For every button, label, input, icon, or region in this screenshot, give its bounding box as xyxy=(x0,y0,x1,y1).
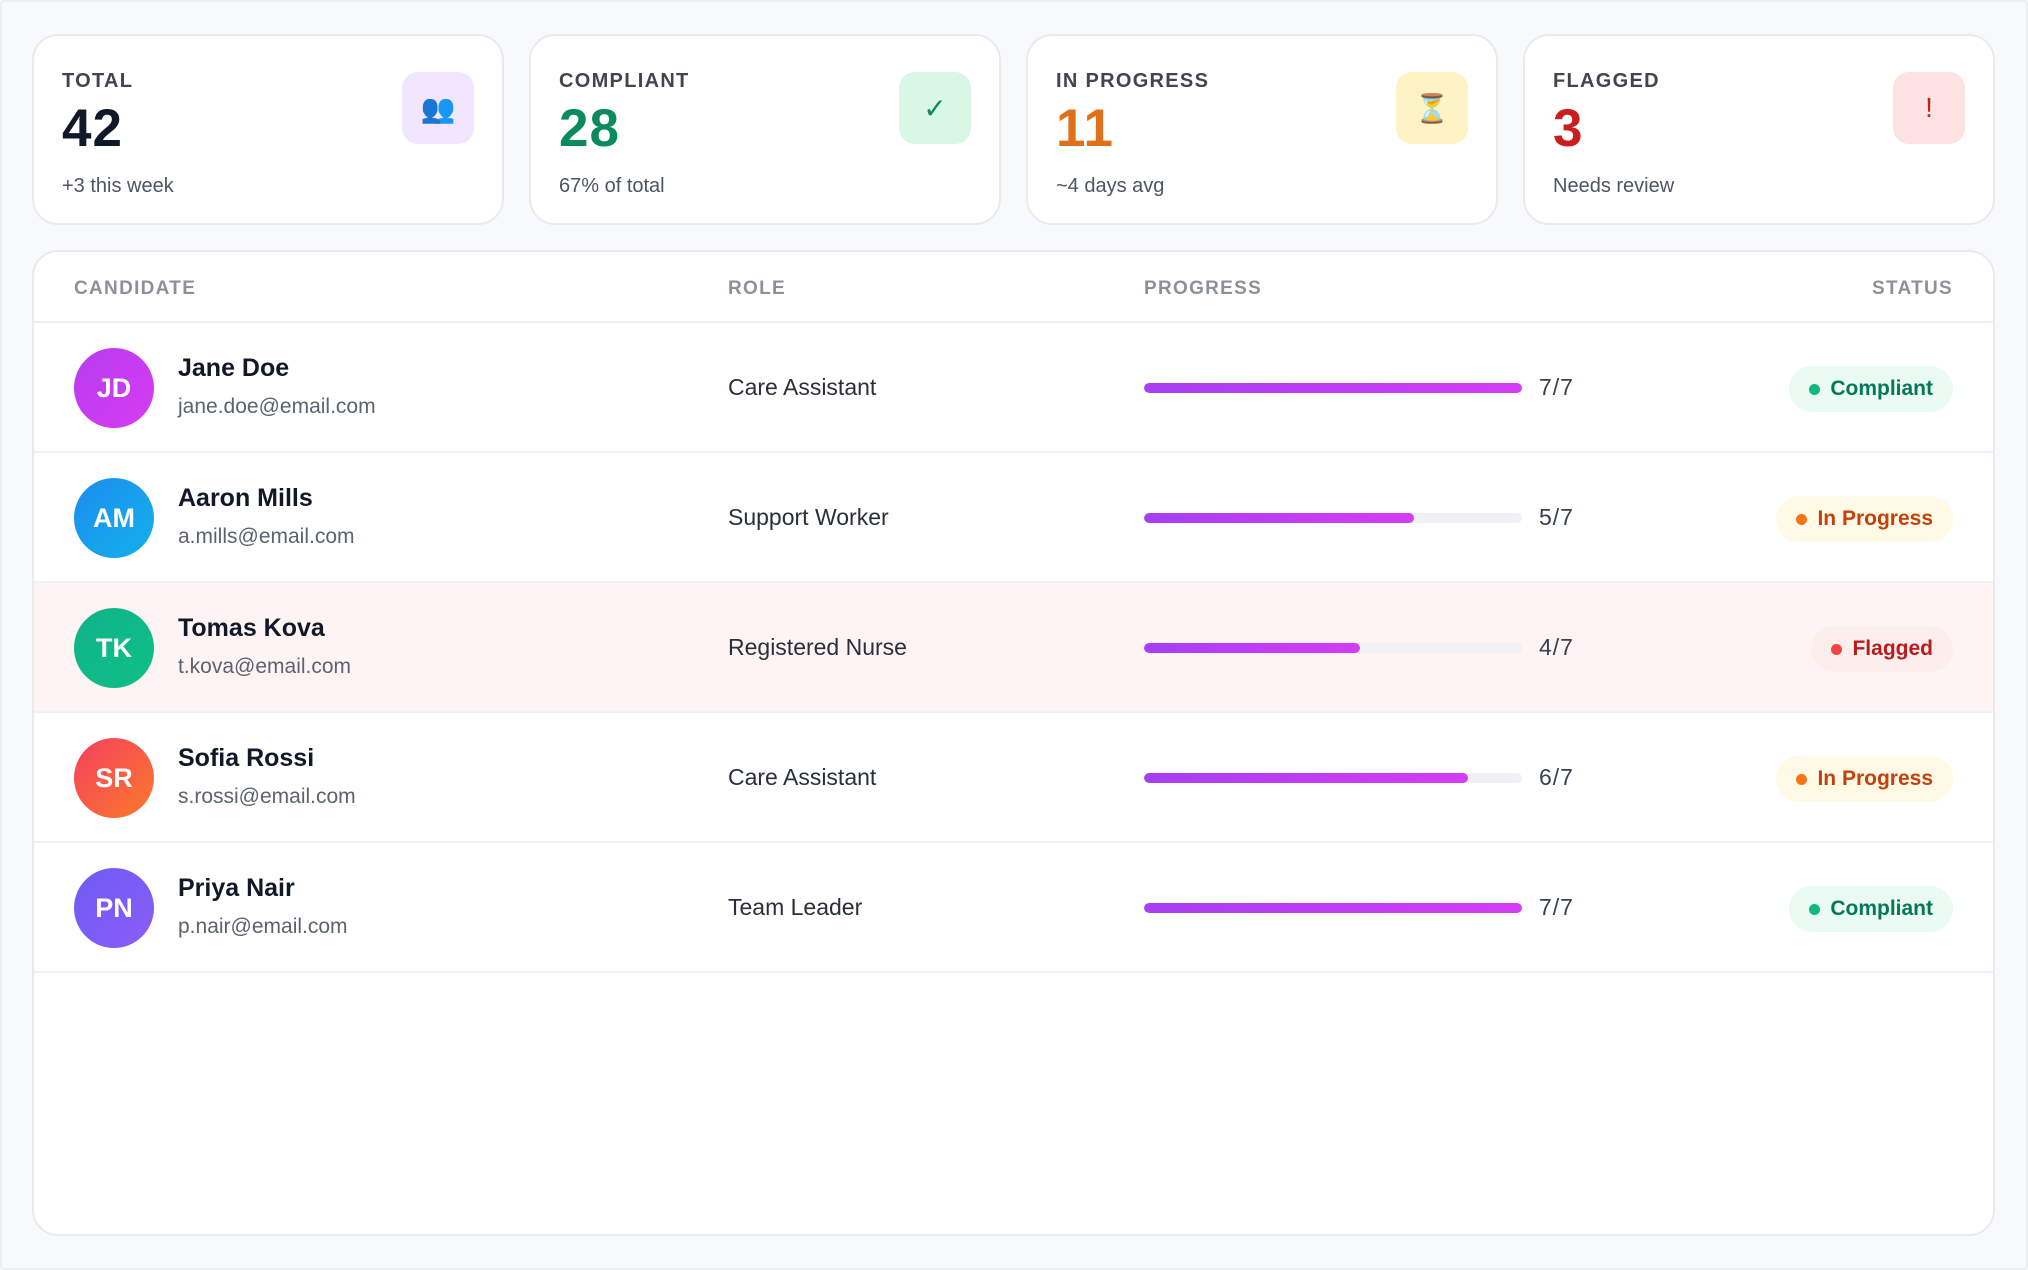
stat-value: 42 xyxy=(62,99,123,158)
progress-fill xyxy=(1144,773,1468,783)
stat-value: 28 xyxy=(559,99,620,158)
avatar: TK xyxy=(74,608,154,688)
status-badge[interactable]: Flagged xyxy=(1811,626,1953,672)
stat-label: IN PROGRESS xyxy=(1056,70,1210,92)
stat-value: 3 xyxy=(1553,99,1584,158)
progress-count: 7/7 xyxy=(1539,374,1574,400)
table-row[interactable]: SR Sofia Rossi s.rossi@email.com Care As… xyxy=(34,713,1993,843)
progress-fill xyxy=(1144,643,1360,653)
stat-sub: Needs review xyxy=(1553,175,1675,197)
table-row[interactable]: PN Priya Nair p.nair@email.com Team Lead… xyxy=(34,843,1993,973)
candidate-role: Team Leader xyxy=(728,894,863,920)
stat-value: 11 xyxy=(1056,99,1115,158)
candidate-email: t.kova@email.com xyxy=(178,655,352,678)
candidates-table: CANDIDATE ROLE PROGRESS STATUS JD Jane D… xyxy=(32,250,1995,1236)
candidate-email: p.nair@email.com xyxy=(178,915,348,938)
candidate-email: a.mills@email.com xyxy=(178,525,355,548)
candidate-name[interactable]: Aaron Mills xyxy=(178,484,313,512)
stat-card-compliant: COMPLIANT 28 67% of total ✓ xyxy=(529,34,1001,225)
table-row[interactable]: AM Aaron Mills a.mills@email.com Support… xyxy=(34,453,1993,583)
status-dot-icon xyxy=(1796,773,1808,785)
status-badge[interactable]: Compliant xyxy=(1789,886,1953,932)
progress-fill xyxy=(1144,383,1522,393)
candidate-role: Support Worker xyxy=(728,504,889,530)
status-label: Compliant xyxy=(1830,377,1933,400)
status-label: Flagged xyxy=(1852,637,1933,660)
progress-bar xyxy=(1144,643,1522,653)
stat-cards: TOTAL 42 +3 this week 👥 COMPLIANT 28 67%… xyxy=(32,34,1995,225)
stat-label: COMPLIANT xyxy=(559,70,690,92)
candidate-name[interactable]: Sofia Rossi xyxy=(178,744,315,772)
table-header: CANDIDATE ROLE PROGRESS STATUS xyxy=(34,252,1993,323)
stat-label: TOTAL xyxy=(62,70,134,92)
progress-count: 5/7 xyxy=(1539,504,1574,530)
stat-sub: +3 this week xyxy=(62,175,174,197)
candidate-name[interactable]: Priya Nair xyxy=(178,874,295,902)
candidate-name[interactable]: Jane Doe xyxy=(178,354,290,382)
candidate-email: s.rossi@email.com xyxy=(178,785,356,808)
progress-count: 7/7 xyxy=(1539,894,1574,920)
avatar: JD xyxy=(74,348,154,428)
candidate-email: jane.doe@email.com xyxy=(178,395,376,418)
hourglass-icon: ⏳ xyxy=(1396,72,1468,144)
column-header-role[interactable]: ROLE xyxy=(728,278,786,299)
status-dot-icon xyxy=(1796,513,1808,525)
progress-bar xyxy=(1144,383,1522,393)
check-icon: ✓ xyxy=(899,72,971,144)
table-row[interactable]: JD Jane Doe jane.doe@email.com Care Assi… xyxy=(34,323,1993,453)
progress-bar xyxy=(1144,773,1522,783)
exclamation-icon: ! xyxy=(1893,72,1965,144)
candidate-role: Registered Nurse xyxy=(728,634,907,660)
stat-sub: 67% of total xyxy=(559,175,665,197)
status-label: In Progress xyxy=(1817,767,1933,790)
status-badge[interactable]: Compliant xyxy=(1789,366,1953,412)
table-row[interactable]: TK Tomas Kova t.kova@email.com Registere… xyxy=(34,583,1993,713)
stat-card-in-progress: IN PROGRESS 11 ~4 days avg ⏳ xyxy=(1026,34,1498,225)
candidate-name[interactable]: Tomas Kova xyxy=(178,614,325,642)
column-header-progress[interactable]: PROGRESS xyxy=(1144,278,1263,299)
status-label: In Progress xyxy=(1817,507,1933,530)
candidate-role: Care Assistant xyxy=(728,374,877,400)
column-header-status[interactable]: STATUS xyxy=(1872,278,1953,299)
progress-fill xyxy=(1144,903,1522,913)
avatar: SR xyxy=(74,738,154,818)
stat-sub: ~4 days avg xyxy=(1056,175,1165,197)
avatar: AM xyxy=(74,478,154,558)
progress-bar xyxy=(1144,903,1522,913)
column-header-candidate[interactable]: CANDIDATE xyxy=(74,278,197,299)
status-badge[interactable]: In Progress xyxy=(1776,756,1953,802)
stat-card-total: TOTAL 42 +3 this week 👥 xyxy=(32,34,504,225)
stat-card-flagged: FLAGGED 3 Needs review ! xyxy=(1523,34,1995,225)
progress-count: 6/7 xyxy=(1539,764,1574,790)
status-label: Compliant xyxy=(1830,897,1933,920)
progress-fill xyxy=(1144,513,1414,523)
status-dot-icon xyxy=(1809,903,1821,915)
status-badge[interactable]: In Progress xyxy=(1776,496,1953,542)
users-icon: 👥 xyxy=(402,72,474,144)
progress-bar xyxy=(1144,513,1522,523)
stat-label: FLAGGED xyxy=(1553,70,1660,92)
progress-count: 4/7 xyxy=(1539,634,1574,660)
status-dot-icon xyxy=(1809,383,1821,395)
status-dot-icon xyxy=(1831,643,1843,655)
avatar: PN xyxy=(74,868,154,948)
candidate-role: Care Assistant xyxy=(728,764,877,790)
